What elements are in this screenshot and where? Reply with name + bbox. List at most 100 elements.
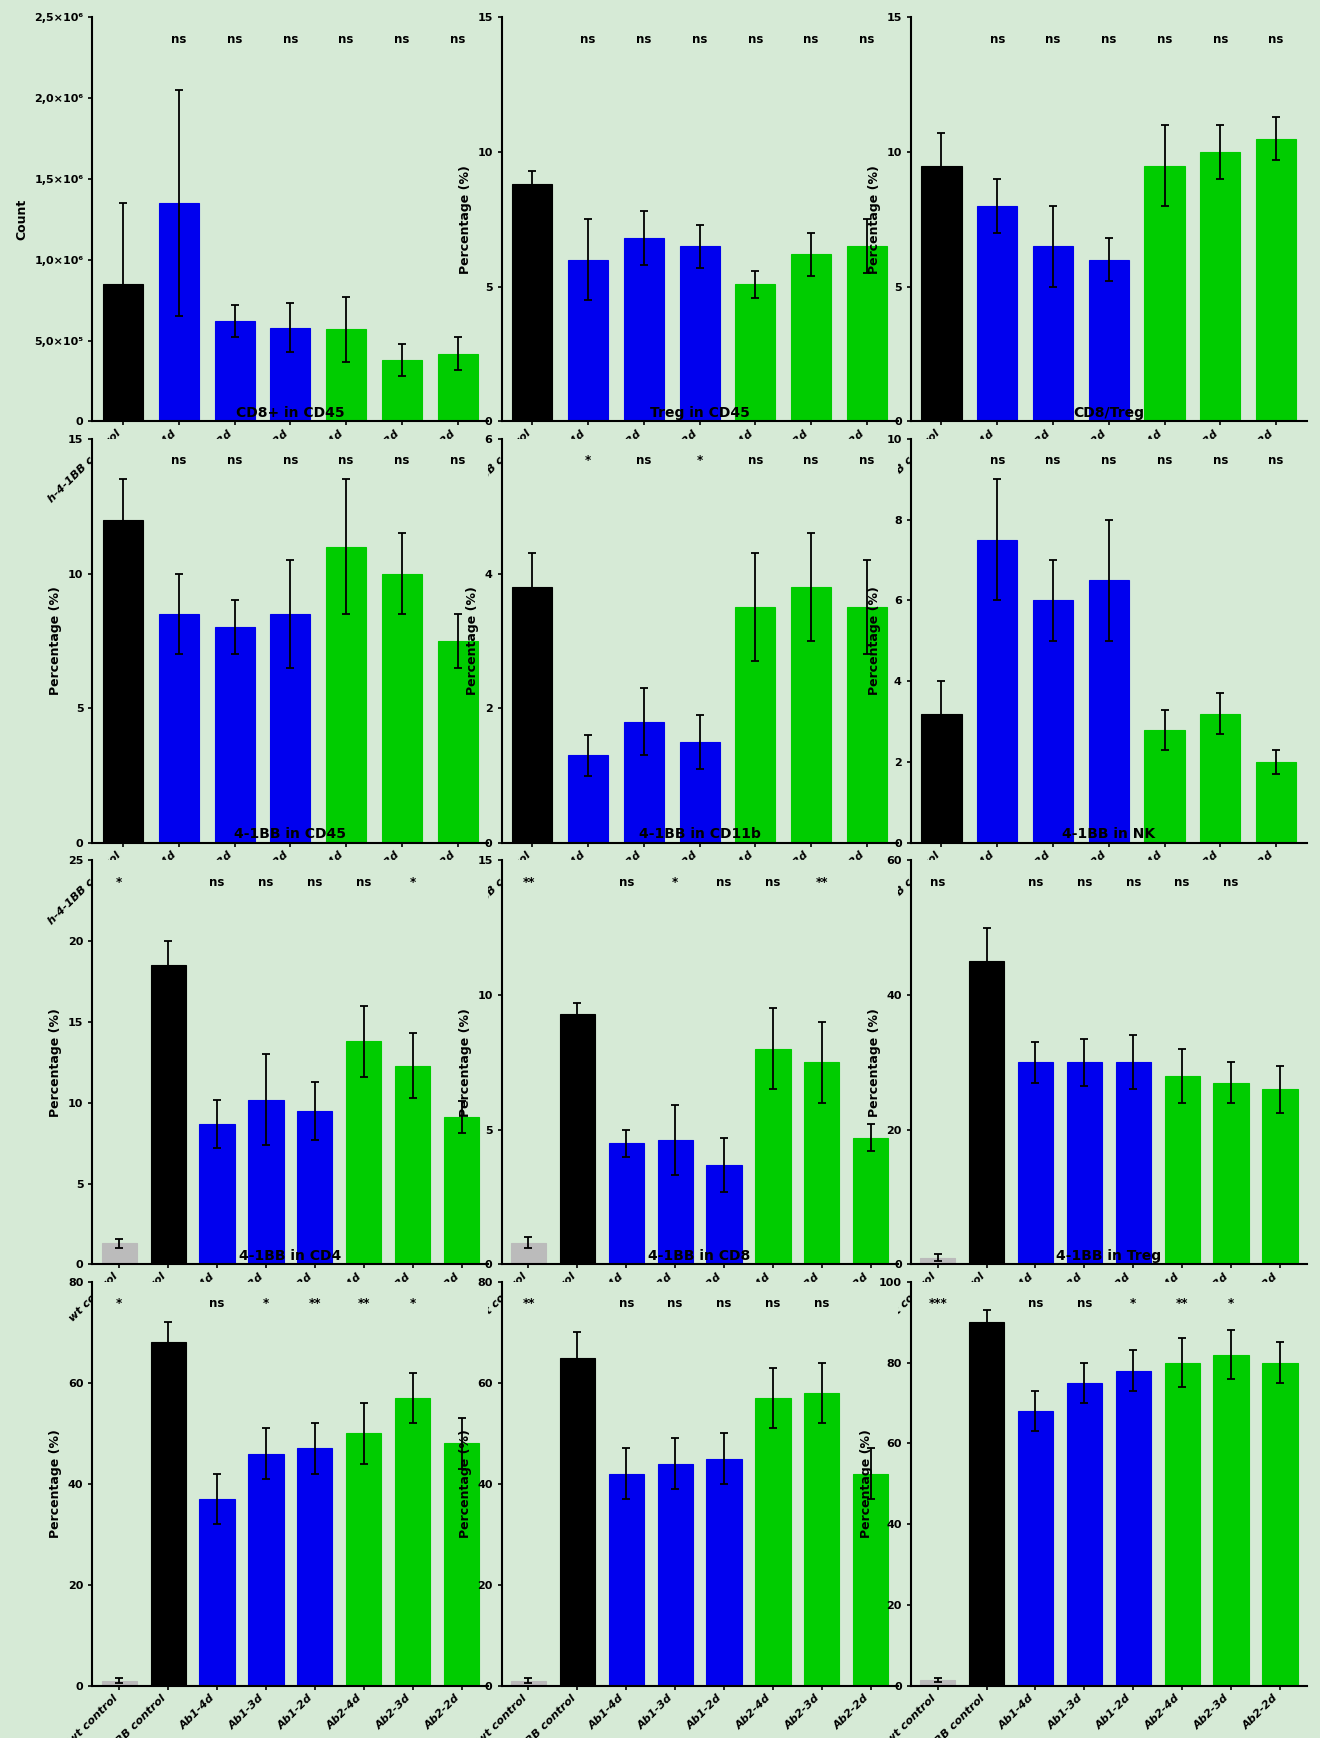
Text: ns: ns bbox=[308, 876, 322, 888]
Bar bbox=[215, 322, 255, 421]
Bar bbox=[1018, 1062, 1053, 1265]
Text: ns: ns bbox=[1269, 454, 1284, 468]
Bar bbox=[1213, 1354, 1249, 1686]
Bar bbox=[1115, 1062, 1151, 1265]
Bar bbox=[853, 1474, 888, 1686]
Text: *: * bbox=[672, 876, 678, 888]
Text: ns: ns bbox=[1045, 454, 1061, 468]
Text: **: ** bbox=[523, 1297, 535, 1310]
Text: ns: ns bbox=[1045, 33, 1061, 45]
Text: ns: ns bbox=[990, 33, 1005, 45]
Text: ns: ns bbox=[692, 33, 708, 45]
Bar bbox=[1262, 1090, 1298, 1265]
Title: 4-1BB in CD11b: 4-1BB in CD11b bbox=[639, 827, 760, 841]
Bar bbox=[1144, 165, 1184, 421]
Bar bbox=[381, 574, 422, 843]
Text: ns: ns bbox=[636, 33, 652, 45]
Bar bbox=[560, 1013, 595, 1265]
Text: ns: ns bbox=[172, 454, 186, 468]
Bar bbox=[1164, 1076, 1200, 1265]
Title: Treg in CD45: Treg in CD45 bbox=[649, 405, 750, 419]
Text: ns: ns bbox=[931, 876, 945, 888]
Bar bbox=[1200, 153, 1241, 421]
Bar bbox=[199, 1498, 235, 1686]
Text: ns: ns bbox=[1224, 876, 1238, 888]
Y-axis label: Percentage (%): Percentage (%) bbox=[861, 1429, 874, 1538]
Text: *: * bbox=[1130, 1297, 1137, 1310]
Bar bbox=[297, 1448, 333, 1686]
Bar bbox=[1164, 1363, 1200, 1686]
Text: *: * bbox=[116, 1297, 123, 1310]
Text: ns: ns bbox=[1156, 454, 1172, 468]
Text: ns: ns bbox=[259, 876, 273, 888]
Title: 4-1BB in CD8: 4-1BB in CD8 bbox=[648, 1248, 751, 1262]
Bar bbox=[444, 1443, 479, 1686]
Bar bbox=[271, 328, 310, 421]
Bar bbox=[1089, 580, 1129, 843]
Title: 4-1BB in NK: 4-1BB in NK bbox=[1063, 827, 1155, 841]
Y-axis label: Percentage (%): Percentage (%) bbox=[867, 1008, 880, 1118]
Bar bbox=[512, 587, 552, 843]
Text: ns: ns bbox=[747, 454, 763, 468]
Bar bbox=[804, 1062, 840, 1265]
Text: ns: ns bbox=[859, 33, 875, 45]
Bar bbox=[215, 627, 255, 843]
Bar bbox=[977, 541, 1018, 843]
Bar bbox=[624, 238, 664, 421]
Y-axis label: Count: Count bbox=[16, 198, 29, 240]
Text: *: * bbox=[116, 876, 123, 888]
Text: ns: ns bbox=[282, 33, 298, 45]
Text: ns: ns bbox=[338, 33, 354, 45]
Text: ns: ns bbox=[581, 33, 595, 45]
Bar bbox=[977, 205, 1018, 421]
Bar bbox=[609, 1474, 644, 1686]
Text: **: ** bbox=[358, 1297, 370, 1310]
Text: ns: ns bbox=[1077, 876, 1092, 888]
Text: ns: ns bbox=[450, 33, 466, 45]
Bar bbox=[1067, 1383, 1102, 1686]
Text: **: ** bbox=[523, 876, 535, 888]
Text: ns: ns bbox=[172, 33, 186, 45]
Text: ns: ns bbox=[356, 876, 371, 888]
Text: *: * bbox=[1228, 1297, 1234, 1310]
Bar bbox=[1213, 1083, 1249, 1265]
Text: ns: ns bbox=[1175, 876, 1189, 888]
Bar bbox=[1018, 1411, 1053, 1686]
Bar bbox=[103, 520, 143, 843]
Bar bbox=[271, 614, 310, 843]
Text: ns: ns bbox=[636, 454, 652, 468]
Y-axis label: Percentage (%): Percentage (%) bbox=[458, 1429, 471, 1538]
Text: ns: ns bbox=[1101, 454, 1117, 468]
Bar bbox=[103, 283, 143, 421]
Title: CD8/Treg: CD8/Treg bbox=[1073, 405, 1144, 419]
Y-axis label: Percentage (%): Percentage (%) bbox=[867, 165, 880, 275]
Bar bbox=[847, 607, 887, 843]
Bar bbox=[1200, 714, 1241, 843]
Bar bbox=[438, 641, 478, 843]
Bar bbox=[560, 1357, 595, 1686]
Bar bbox=[1262, 1363, 1298, 1686]
Bar bbox=[511, 1243, 546, 1265]
Text: ns: ns bbox=[990, 454, 1005, 468]
Text: ns: ns bbox=[1028, 876, 1043, 888]
Text: ***: *** bbox=[928, 1297, 946, 1310]
Bar bbox=[248, 1453, 284, 1686]
Text: ns: ns bbox=[804, 33, 818, 45]
Bar bbox=[511, 1681, 546, 1686]
Text: *: * bbox=[263, 1297, 269, 1310]
Bar bbox=[1034, 600, 1073, 843]
Bar bbox=[706, 1164, 742, 1265]
Bar bbox=[624, 721, 664, 843]
Bar bbox=[150, 965, 186, 1265]
Text: *: * bbox=[585, 454, 591, 468]
Text: ns: ns bbox=[717, 1297, 731, 1310]
Bar bbox=[969, 1323, 1005, 1686]
Bar bbox=[568, 261, 609, 421]
Y-axis label: Percentage (%): Percentage (%) bbox=[458, 1008, 471, 1118]
Text: ns: ns bbox=[668, 1297, 682, 1310]
Text: ns: ns bbox=[395, 454, 409, 468]
Bar bbox=[346, 1434, 381, 1686]
Bar bbox=[326, 328, 366, 421]
Bar bbox=[381, 360, 422, 421]
Text: ns: ns bbox=[766, 1297, 780, 1310]
